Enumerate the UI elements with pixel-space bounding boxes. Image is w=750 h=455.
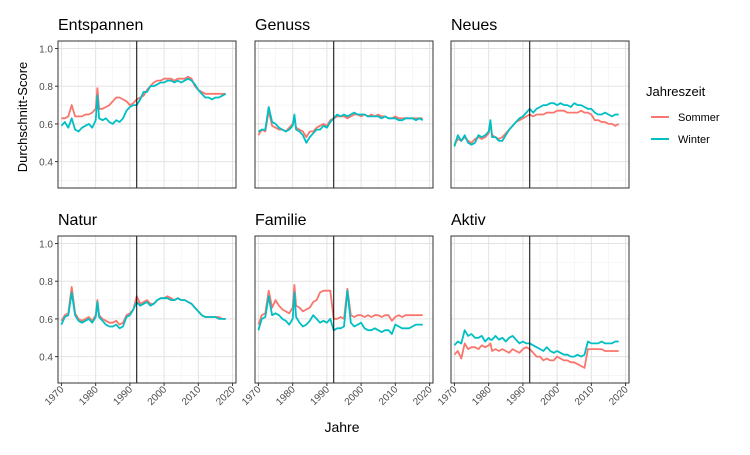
series-line-winter: [60, 77, 227, 133]
series-line-winter: [257, 289, 423, 335]
x-axis-title: Jahre: [324, 419, 359, 435]
legend-label-sommer: Sommer: [678, 112, 720, 124]
series-line-winter: [453, 102, 619, 147]
series-line-sommer: [453, 109, 620, 146]
panel-border: [57, 40, 237, 189]
panel-neues: Neues: [450, 17, 630, 189]
legend-label-winter: Winter: [678, 134, 710, 146]
panel-title: Genuss: [255, 17, 310, 34]
panel-title: Aktiv: [451, 212, 486, 229]
panel-border: [57, 235, 237, 384]
series-line-winter: [60, 291, 226, 330]
y-tick-label: 0.4: [39, 353, 53, 364]
series-line-sommer: [257, 284, 423, 325]
y-tick-label: 0.6: [39, 120, 53, 131]
panel-border: [450, 235, 630, 384]
panel-title: Natur: [58, 212, 98, 229]
series-line-winter: [257, 106, 424, 144]
y-tick-label: 0.8: [39, 277, 53, 288]
panel-title: Entspannen: [58, 17, 143, 34]
y-axis-title: Durchschnitt-Score: [15, 62, 30, 173]
panel-border: [254, 40, 434, 189]
series-line-winter: [453, 329, 619, 358]
series-line-sommer: [453, 342, 619, 369]
y-tick-label: 1.0: [39, 45, 53, 56]
y-tick-label: 0.6: [39, 315, 53, 326]
y-tick-label: 1.0: [39, 240, 53, 251]
panel-title: Neues: [451, 17, 497, 34]
panel-title: Familie: [255, 212, 307, 229]
panel-border: [450, 40, 630, 189]
legend-title: Jahreszeit: [646, 84, 706, 99]
panel-border: [254, 235, 434, 384]
panel-genuss: Genuss: [254, 17, 434, 189]
y-tick-label: 0.8: [39, 82, 53, 93]
panel-entspannen: Entspannen 0.4 0.6 0.8 1.0: [39, 17, 237, 189]
y-tick-label: 0.4: [39, 158, 53, 169]
